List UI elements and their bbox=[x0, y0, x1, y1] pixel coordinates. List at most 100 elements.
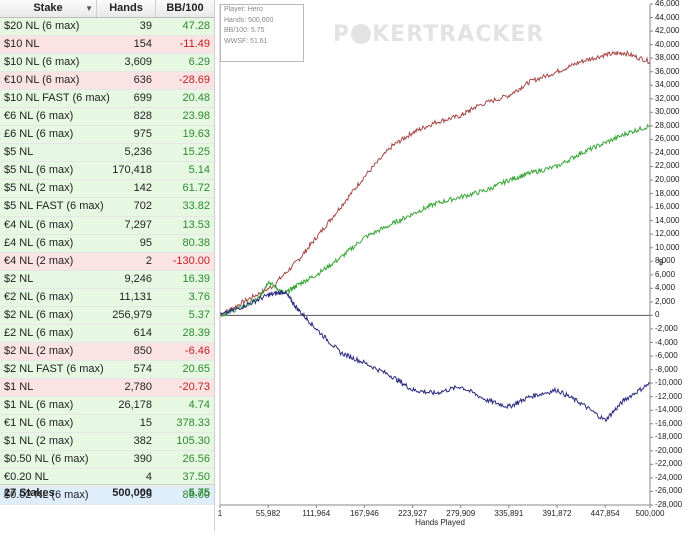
y-tick-label: -18,000 bbox=[655, 432, 683, 442]
table-row[interactable]: $5 NL FAST (6 max) 702 33.82 bbox=[0, 198, 214, 217]
table-row[interactable]: €4 NL (2 max) 2 -130.00 bbox=[0, 252, 214, 271]
table-row[interactable]: $20 NL (6 max) 39 47.28 bbox=[0, 18, 214, 37]
row-bb100: 61.72 bbox=[182, 182, 210, 195]
row-hands: 382 bbox=[133, 435, 152, 448]
table-row[interactable]: €1 NL (6 max) 15 378.33 bbox=[0, 415, 214, 434]
x-tick-label: 223,927 bbox=[398, 509, 428, 518]
row-stake: $5 NL (2 max) bbox=[4, 182, 74, 195]
row-bb100: 6.29 bbox=[188, 56, 210, 69]
y-tick-label: -28,000 bbox=[655, 500, 683, 509]
row-bb100: 26.56 bbox=[182, 453, 210, 466]
row-bb100: -130.00 bbox=[172, 254, 210, 267]
table-row[interactable]: €4 NL (6 max) 7,297 13.53 bbox=[0, 216, 214, 235]
y-tick-label: -12,000 bbox=[655, 391, 683, 401]
y-tick-label: -20,000 bbox=[655, 445, 683, 455]
row-bb100: 105.30 bbox=[176, 435, 210, 448]
row-stake: $5 NL FAST (6 max) bbox=[4, 200, 104, 213]
table-row[interactable]: $2 NL (2 max) 850 -6.46 bbox=[0, 342, 214, 361]
series-line-3 bbox=[219, 290, 651, 423]
y-tick-label: 10,000 bbox=[655, 242, 680, 252]
row-stake: $1 NL (2 max) bbox=[4, 435, 74, 448]
row-stake: €4 NL (2 max) bbox=[4, 254, 74, 267]
table-row[interactable]: €10 NL (6 max) 636 -28.69 bbox=[0, 72, 214, 91]
table-row[interactable]: $2 NL (6 max) 256,979 5.37 bbox=[0, 306, 214, 325]
row-stake: $5 NL bbox=[4, 146, 34, 159]
y-tick-label: 12,000 bbox=[655, 229, 680, 239]
row-stake: €10 NL (6 max) bbox=[4, 74, 80, 87]
row-bb100: -11.49 bbox=[179, 38, 210, 51]
y-tick-label: -16,000 bbox=[655, 418, 683, 428]
table-row[interactable]: €2 NL (6 max) 11,131 3.76 bbox=[0, 288, 214, 307]
y-tick-label: 20,000 bbox=[655, 175, 680, 185]
row-bb100: 5.14 bbox=[188, 164, 210, 177]
table-row[interactable]: £6 NL (6 max) 975 19.63 bbox=[0, 126, 214, 145]
legend-hands: Hands: 500,000 bbox=[224, 16, 274, 24]
row-bb100: -6.46 bbox=[184, 344, 210, 357]
row-bb100: 15.25 bbox=[182, 146, 210, 159]
table-row[interactable]: £2 NL (6 max) 614 28.39 bbox=[0, 324, 214, 343]
y-axis-label: $ bbox=[658, 258, 664, 267]
y-tick-label: -2,000 bbox=[655, 323, 678, 333]
y-tick-label: 2,000 bbox=[655, 296, 676, 306]
row-stake: $10 NL (6 max) bbox=[4, 56, 80, 69]
table-row[interactable]: €6 NL (6 max) 828 23.98 bbox=[0, 108, 214, 127]
column-header-bb100[interactable]: BB/100 bbox=[156, 0, 215, 17]
row-stake: $10 NL bbox=[4, 38, 40, 51]
y-tick-label: 34,000 bbox=[655, 80, 680, 90]
table-row[interactable]: $1 NL (2 max) 382 105.30 bbox=[0, 433, 214, 452]
row-bb100: -28.69 bbox=[178, 74, 210, 87]
table-row[interactable]: $10 NL 154 -11.49 bbox=[0, 36, 214, 55]
row-hands: 975 bbox=[133, 128, 152, 141]
table-row[interactable]: $5 NL (6 max) 170,418 5.14 bbox=[0, 162, 214, 181]
table-row[interactable]: $1 NL 2,780 -20.73 bbox=[0, 378, 214, 397]
row-hands: 614 bbox=[133, 326, 152, 339]
row-hands: 95 bbox=[139, 236, 152, 249]
table-row[interactable]: $10 NL FAST (6 max) 699 20.48 bbox=[0, 90, 214, 109]
row-bb100: 378.33 bbox=[176, 417, 210, 430]
x-tick-label: 1 bbox=[217, 509, 223, 518]
player-stats-legend: Player: Hero Hands: 500,000 BB/100: 5.75… bbox=[220, 4, 304, 62]
row-bb100: 3.76 bbox=[188, 290, 210, 303]
table-row[interactable]: $2 NL FAST (6 max) 574 20.65 bbox=[0, 360, 214, 379]
table-row[interactable]: $2 NL 9,246 16.39 bbox=[0, 270, 214, 289]
table-row[interactable]: $5 NL (2 max) 142 61.72 bbox=[0, 180, 214, 199]
row-hands: 850 bbox=[133, 344, 152, 357]
table-row[interactable]: £4 NL (6 max) 95 80.38 bbox=[0, 234, 214, 253]
total-stakes: 27 Stakes bbox=[4, 487, 55, 499]
y-tick-label: 6,000 bbox=[655, 269, 676, 279]
table-row[interactable]: $0.50 NL (6 max) 390 26.56 bbox=[0, 451, 214, 470]
row-stake: $20 NL (6 max) bbox=[4, 20, 80, 32]
row-bb100: 80.38 bbox=[182, 236, 210, 249]
y-tick-label: -24,000 bbox=[655, 472, 683, 482]
legend-bb100: BB/100: 5.75 bbox=[224, 27, 265, 34]
row-stake: £6 NL (6 max) bbox=[4, 128, 74, 141]
table-row[interactable]: $10 NL (6 max) 3,609 6.29 bbox=[0, 54, 214, 73]
y-tick-label: 8,000 bbox=[655, 256, 676, 266]
x-axis-label: Hands Played bbox=[415, 518, 465, 527]
x-tick-label: 279,909 bbox=[446, 509, 476, 518]
column-header-stake[interactable]: Stake ▼ bbox=[0, 0, 97, 17]
table-row[interactable]: €0.20 NL 4 37.50 bbox=[0, 469, 214, 488]
y-tick-label: -22,000 bbox=[655, 459, 683, 469]
table-row[interactable]: $1 NL (6 max) 26,178 4.74 bbox=[0, 396, 214, 416]
table-row[interactable]: $0.02 NL (6 max) 25 86.00 bbox=[0, 487, 214, 506]
row-stake: $2 NL (6 max) bbox=[4, 308, 74, 321]
table-row[interactable]: $5 NL 5,236 15.25 bbox=[0, 144, 214, 163]
row-hands: 828 bbox=[133, 110, 152, 123]
row-hands: 4 bbox=[145, 471, 152, 484]
row-hands: 2 bbox=[145, 254, 152, 267]
x-tick-label: 167,946 bbox=[349, 509, 379, 518]
table-header: Stake ▼ Hands BB/100 bbox=[0, 0, 215, 18]
legend-wwsf: WWSF: 51.61 bbox=[224, 37, 268, 45]
row-stake: £4 NL (6 max) bbox=[4, 236, 74, 249]
table-total-row: 27 Stakes 500,000 5.75 bbox=[0, 484, 214, 502]
row-hands: 154 bbox=[133, 38, 152, 51]
row-stake: $2 NL bbox=[4, 272, 34, 285]
row-bb100: 20.48 bbox=[182, 92, 210, 105]
row-stake: $0.02 NL (6 max) bbox=[4, 489, 89, 502]
column-header-hands[interactable]: Hands bbox=[97, 0, 156, 17]
sort-down-icon[interactable]: ▼ bbox=[85, 4, 93, 13]
row-stake: $1 NL (6 max) bbox=[4, 398, 74, 411]
y-tick-label: 4,000 bbox=[655, 283, 676, 293]
row-hands: 2,780 bbox=[124, 380, 152, 393]
